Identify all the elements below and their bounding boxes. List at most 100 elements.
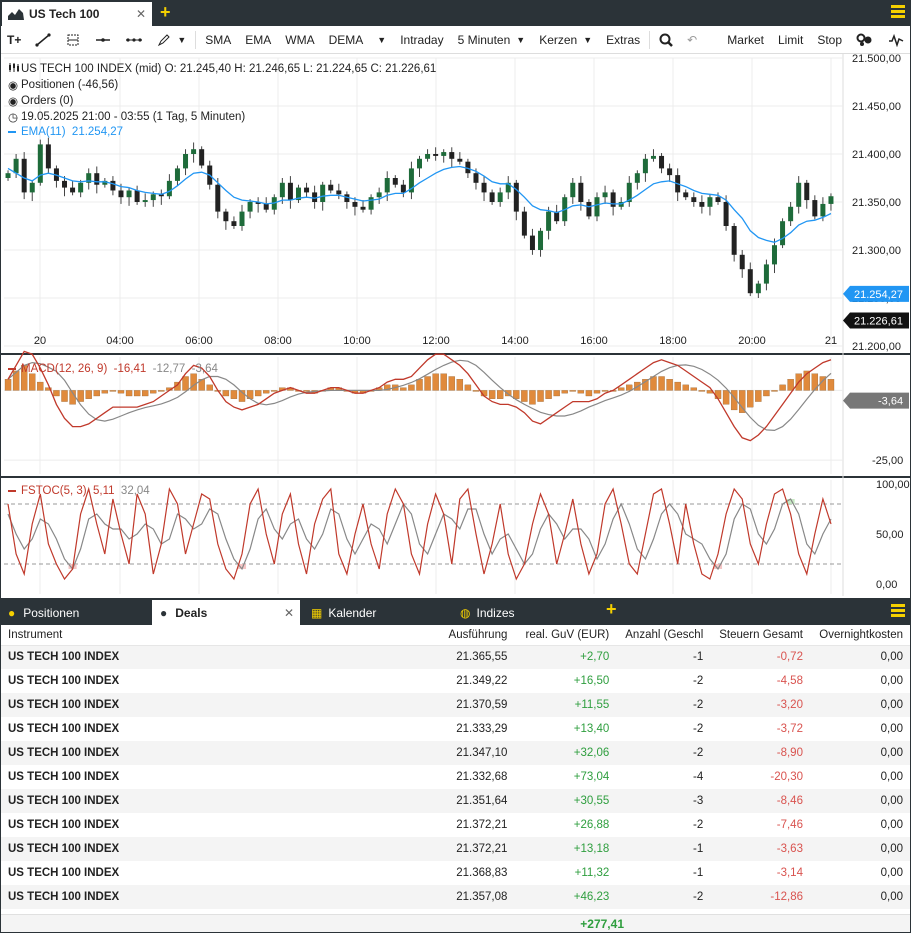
table-row[interactable]: US TECH 100 INDEX 21.372,21 +13,18 -1 -3,63 0… xyxy=(0,837,911,861)
x-tick-label: 14:00 xyxy=(501,335,529,347)
tab-positionen[interactable]: ● Positionen xyxy=(0,600,150,625)
tab-indizes[interactable]: ◍ Indizes xyxy=(452,600,602,625)
table-row[interactable]: US TECH 100 INDEX 21.365,55 +2,70 -1 -0,72 0,… xyxy=(0,645,911,669)
cell-ausfuehrung: 21.349,22 xyxy=(456,675,508,687)
macd-histogram-bar xyxy=(513,390,520,399)
macd-histogram-bar xyxy=(811,373,819,391)
text-tool-icon[interactable]: T+ xyxy=(7,32,22,47)
pen-tool-icon[interactable]: ▼ xyxy=(150,33,193,47)
col-steuern[interactable]: Steuern Gesamt xyxy=(711,625,811,646)
stoch-value-1: 5,11 xyxy=(93,485,115,497)
candle-body xyxy=(287,182,293,201)
sma-button[interactable]: SMA xyxy=(205,32,232,47)
col-anzahl[interactable]: Anzahl (Geschl xyxy=(617,625,712,646)
macd-histogram-bar xyxy=(117,390,125,394)
limit-order-button[interactable]: Limit xyxy=(777,32,804,47)
zoom-icon[interactable] xyxy=(652,33,680,47)
candle-body xyxy=(86,173,92,183)
candle-body xyxy=(796,182,802,207)
market-order-button[interactable]: Market xyxy=(727,32,764,47)
table-row[interactable]: US TECH 100 INDEX 21.333,29 +13,40 -2 -3,72 0… xyxy=(0,717,911,741)
candle-body xyxy=(360,206,366,210)
tab-deals[interactable]: ● Deals ✕ xyxy=(152,600,300,625)
cell-steuern: -8,90 xyxy=(711,741,811,765)
candle-body xyxy=(747,269,753,294)
cell-ausfuehrung: 21.347,10 xyxy=(320,741,516,765)
macd-histogram-bar xyxy=(53,390,60,397)
candle-body xyxy=(691,197,697,202)
macd-legend[interactable]: MACD(12, 26, 9) -16,41 -12,77 -3,64 xyxy=(8,363,218,375)
y-tick-label: 21.450,00 xyxy=(852,101,901,113)
col-guv[interactable]: real. GuV (EUR) xyxy=(515,625,618,646)
horizontal-line-icon[interactable] xyxy=(88,33,118,47)
candle-body xyxy=(102,180,108,185)
macd-histogram-bar xyxy=(77,390,84,402)
tab-kalender[interactable]: ▦ Kalender xyxy=(303,600,453,625)
candle-body xyxy=(5,173,11,178)
add-tab-icon[interactable]: + xyxy=(160,2,171,22)
candle-body xyxy=(255,202,261,204)
hamburger-menu-icon[interactable] xyxy=(891,604,905,618)
chart-area[interactable]: 21.500,00 21.450,00 21.400,00 21.350,00 21.3… xyxy=(0,53,911,596)
table-row[interactable]: US TECH 100 INDEX 21.357,08 +46,23 -2 -12,86… xyxy=(0,885,911,909)
fibonacci-tool-icon[interactable] xyxy=(58,33,88,47)
candle-body xyxy=(70,187,76,193)
macd-histogram-bar xyxy=(569,390,576,392)
chart-svg[interactable]: 21.500,00 21.450,00 21.400,00 21.350,00 21.3… xyxy=(0,53,911,596)
candle-body xyxy=(707,197,713,207)
positions-legend[interactable]: ◉ Positionen (-46,56) xyxy=(8,78,118,92)
table-row[interactable]: US TECH 100 INDEX 21.351,64 +30,55 -3 -8,46 0… xyxy=(0,789,911,813)
candle-body xyxy=(425,154,431,159)
ema-legend[interactable]: EMA(11) 21.254,27 xyxy=(8,126,123,138)
candle-body xyxy=(538,230,544,250)
candle-body xyxy=(755,283,761,294)
candle-body xyxy=(465,161,471,174)
wma-button[interactable]: WMA xyxy=(285,32,315,47)
timeframe-dropdown[interactable]: Intraday xyxy=(393,33,450,47)
settings-icon[interactable] xyxy=(849,33,881,47)
table-row[interactable]: US TECH 100 INDEX 21.370,59 +11,55 -2 -3,20 0… xyxy=(0,693,911,717)
macd-histogram-bar xyxy=(537,390,544,402)
orders-legend[interactable]: ◉ Orders (0) xyxy=(8,94,73,108)
pulse-icon[interactable] xyxy=(881,33,911,47)
cell-guv: +46,23 xyxy=(515,885,618,909)
cell-instrument: US TECH 100 INDEX xyxy=(8,867,120,879)
chevron-down-icon: ▼ xyxy=(177,34,187,45)
tab-us-tech-100[interactable]: US Tech 100 ✕ xyxy=(2,2,152,26)
dema-button[interactable]: DEMA ▼ xyxy=(322,33,394,47)
positions-text: Positionen (-46,56) xyxy=(21,79,119,91)
table-row[interactable]: US TECH 100 INDEX 21.372,21 +26,88 -2 -7,46 0… xyxy=(0,813,911,837)
close-icon[interactable]: ✕ xyxy=(135,7,146,21)
hamburger-menu-icon[interactable] xyxy=(891,5,905,19)
ema-button[interactable]: EMA xyxy=(245,32,272,47)
cell-ausfuehrung: 21.357,08 xyxy=(320,885,516,909)
macd-histogram-bar xyxy=(206,384,213,391)
interval-dropdown[interactable]: 5 Minuten ▼ xyxy=(451,33,533,47)
table-row[interactable]: US TECH 100 INDEX 21.332,68 +73,04 -4 -20,30… xyxy=(0,765,911,789)
candle-body xyxy=(667,168,673,176)
col-overnight[interactable]: Overnightkosten xyxy=(810,625,911,646)
chart-type-dropdown[interactable]: Kerzen ▼ xyxy=(532,33,599,47)
stoch-legend[interactable]: FSTOC(5, 3) 5,11 32,04 xyxy=(8,485,150,497)
table-row[interactable]: US TECH 100 INDEX 21.349,22 +16,50 -2 -4,58 0… xyxy=(0,669,911,693)
macd-histogram-bar xyxy=(432,373,439,391)
table-row[interactable]: US TECH 100 INDEX 21.368,83 +11,32 -1 -3,14 0… xyxy=(0,861,911,885)
add-tab-icon[interactable]: + xyxy=(606,599,617,619)
col-ausfuehrung[interactable]: Ausführung xyxy=(320,625,516,646)
cell-ausfuehrung: 21.370,59 xyxy=(320,693,516,717)
table-row[interactable]: US TECH 100 INDEX 21.347,10 +32,06 -2 -8,90 0… xyxy=(0,741,911,765)
macd-histogram-bar xyxy=(37,381,44,391)
cell-steuern: -0,72 xyxy=(711,645,811,669)
macd-histogram-bar xyxy=(779,384,786,391)
extras-button[interactable]: Extras xyxy=(606,32,641,47)
stop-order-button[interactable]: Stop xyxy=(817,32,842,47)
cell-overnight: 0,00 xyxy=(880,771,903,783)
line-tool-icon[interactable] xyxy=(28,32,58,47)
dotted-line-icon[interactable] xyxy=(118,33,150,47)
candle-body xyxy=(642,158,648,174)
macd-histogram-bar xyxy=(230,390,238,399)
close-icon[interactable]: ✕ xyxy=(283,605,294,620)
undo-icon[interactable]: ↶ xyxy=(687,32,698,47)
col-instrument[interactable]: Instrument xyxy=(0,625,321,646)
candle-body xyxy=(295,187,301,201)
